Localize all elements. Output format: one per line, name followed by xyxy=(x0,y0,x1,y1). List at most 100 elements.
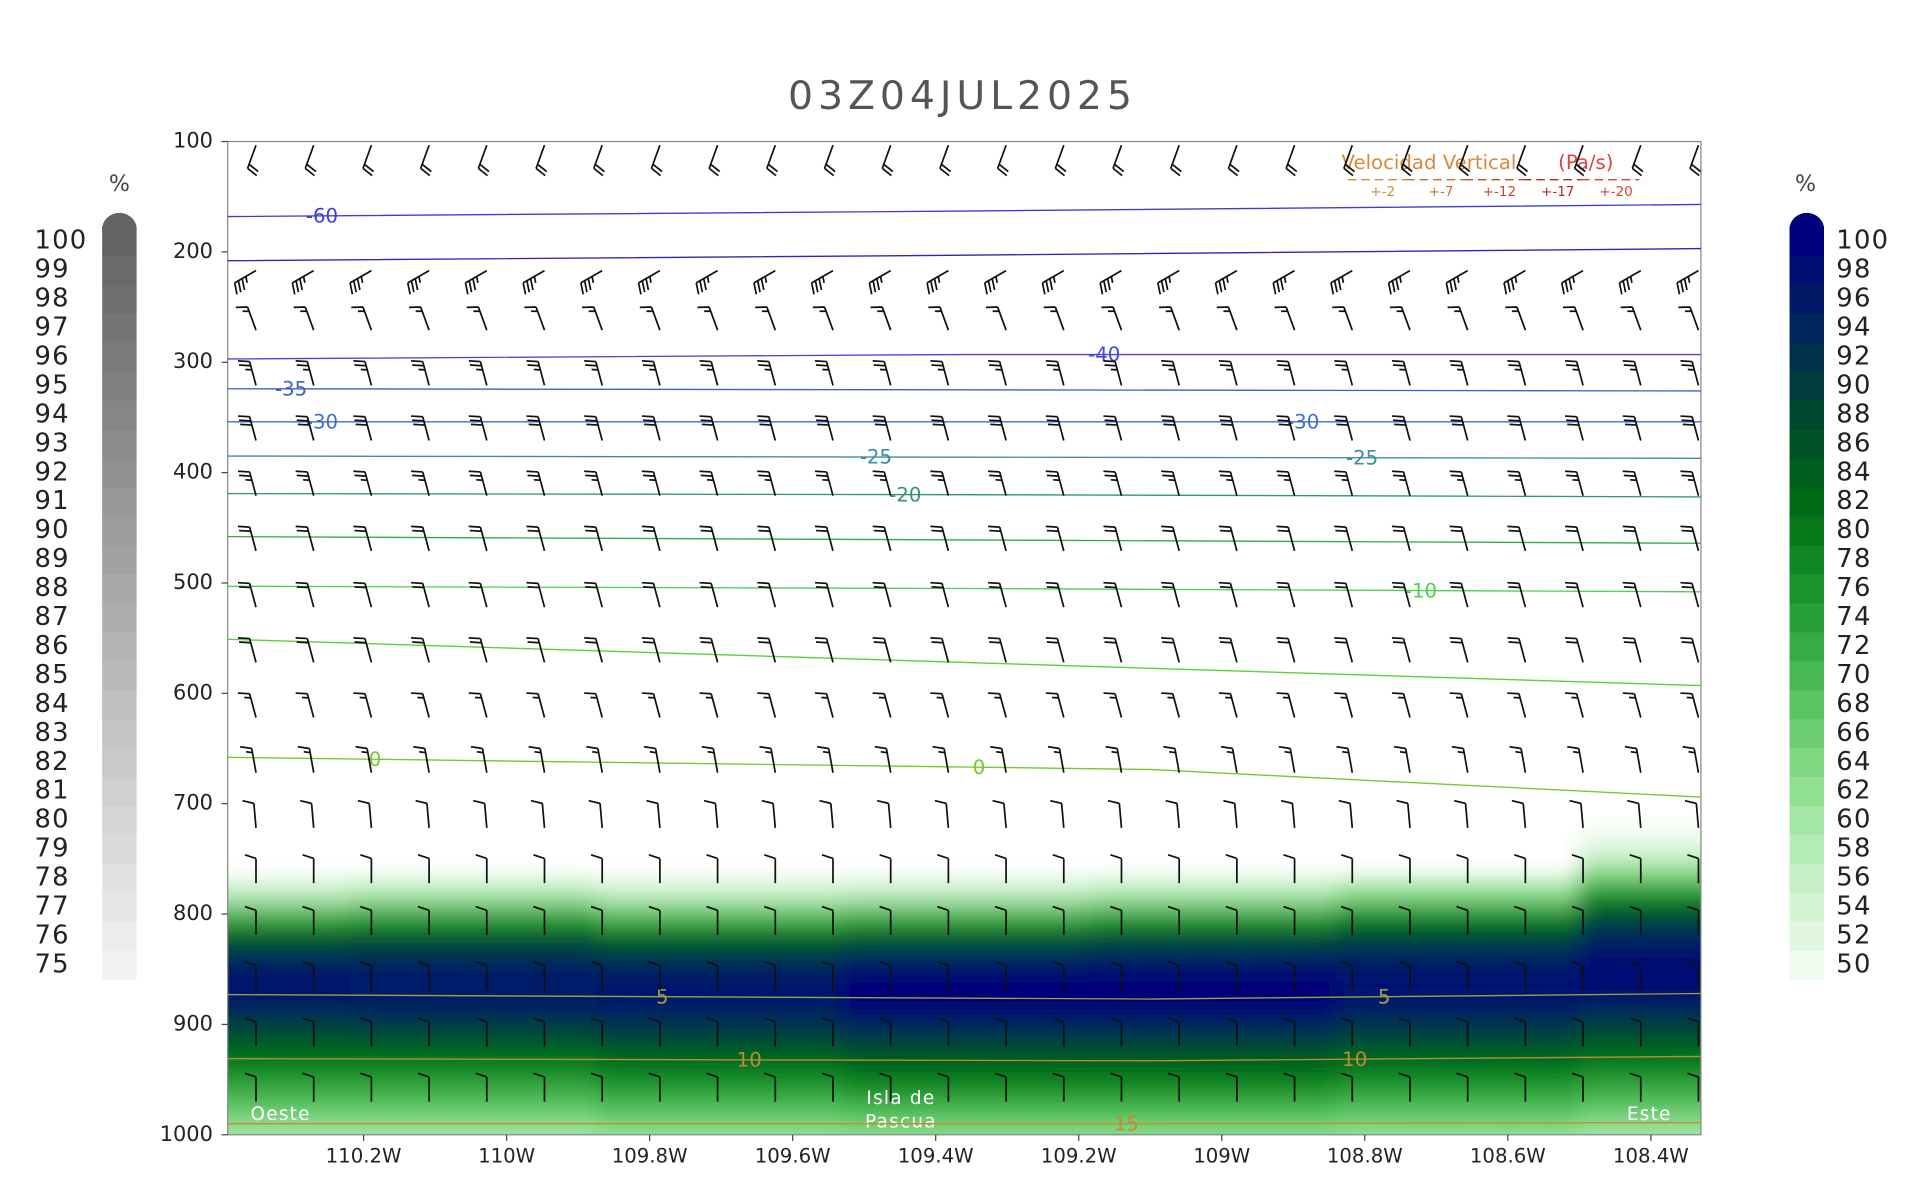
wind-barb xyxy=(1052,1072,1065,1102)
humidity-cell xyxy=(1579,1123,1701,1135)
wind-barb xyxy=(1387,269,1411,295)
wind-barb xyxy=(699,415,719,441)
humidity-cell xyxy=(596,969,844,992)
y-tick-label: 300 xyxy=(173,349,213,373)
wind-barb xyxy=(641,581,661,608)
wind-barb xyxy=(1449,637,1469,663)
colorbar-label: 90 xyxy=(1836,370,1871,400)
wind-barb xyxy=(706,960,719,991)
wind-barb xyxy=(1456,905,1469,935)
wind-barb xyxy=(1456,853,1469,884)
wind-barb xyxy=(641,360,661,386)
colorbar-label: 82 xyxy=(34,747,69,777)
wind-barb xyxy=(1571,1072,1584,1102)
wind-barb xyxy=(1507,581,1527,608)
wind-barb xyxy=(1216,306,1238,331)
wind-barb xyxy=(244,1017,257,1047)
humidity-cell xyxy=(1579,969,1701,992)
wind-barb xyxy=(1052,853,1065,884)
wind-barb xyxy=(590,853,604,884)
wind-barb xyxy=(1276,692,1296,718)
wind-barb xyxy=(235,306,257,331)
wind-barb xyxy=(1507,637,1527,663)
wind-barb xyxy=(988,581,1007,608)
wind-barb xyxy=(763,1072,777,1102)
wind-barb xyxy=(526,415,546,441)
humidity-cell xyxy=(1336,1101,1580,1125)
wind-barb xyxy=(413,745,430,773)
wind-barb xyxy=(1334,525,1354,552)
colorbar-segment xyxy=(102,429,137,459)
wind-barb xyxy=(1389,306,1411,331)
humidity-cell xyxy=(596,925,844,948)
wind-barb xyxy=(360,960,373,991)
annotation: Pascua xyxy=(865,1111,937,1132)
wind-barb xyxy=(1274,306,1296,331)
colorbar-label: 90 xyxy=(34,515,69,545)
wind-barb xyxy=(302,853,315,884)
wind-barb xyxy=(1687,1072,1700,1102)
wind-barb xyxy=(1680,415,1700,441)
wind-barb xyxy=(417,905,430,935)
wind-barb xyxy=(757,360,777,386)
wind-barb xyxy=(879,853,892,884)
humidity-cell xyxy=(227,1079,350,1103)
colorbar-label: 78 xyxy=(34,863,69,893)
wind-barb xyxy=(821,853,834,884)
wind-barb xyxy=(763,960,777,991)
colorbar-segment xyxy=(102,573,137,604)
wind-barb xyxy=(1332,306,1354,331)
wind-barb xyxy=(293,306,315,331)
wind-barb xyxy=(1218,637,1238,663)
wind-barb xyxy=(590,960,604,991)
wind-barb xyxy=(584,692,604,718)
humidity-cell xyxy=(1089,1035,1337,1059)
humidity-cell xyxy=(1579,991,1701,1014)
humidity-cell xyxy=(349,969,597,992)
wind-barb xyxy=(1101,306,1123,331)
wind-barb xyxy=(349,269,372,295)
wind-barb xyxy=(417,1072,430,1102)
y-tick-label: 800 xyxy=(173,901,213,925)
wind-barb xyxy=(246,144,259,177)
wind-barb xyxy=(295,470,315,496)
x-tick-label: 109.8W xyxy=(612,1144,688,1167)
wind-barb xyxy=(821,1017,834,1047)
wind-barb xyxy=(470,745,488,773)
humidity-cell xyxy=(1336,947,1580,970)
colorbar-label: 98 xyxy=(34,284,69,314)
wind-barb xyxy=(1629,1072,1642,1102)
wind-barb xyxy=(706,1017,719,1047)
wind-barb xyxy=(994,1017,1007,1047)
colorbar-label: 88 xyxy=(1836,399,1871,429)
wind-barb xyxy=(879,960,892,991)
wind-barb xyxy=(295,360,315,386)
x-tick-label: 109.6W xyxy=(755,1144,831,1167)
contour-line xyxy=(227,585,1701,593)
wind-barb xyxy=(1334,415,1354,441)
chart-title: 03Z04JUL2025 xyxy=(788,73,1137,119)
humidity-cell xyxy=(842,1079,1091,1103)
wind-barb xyxy=(362,144,375,177)
wind-barb xyxy=(584,470,604,496)
wind-barb xyxy=(475,905,488,935)
wind-barb xyxy=(353,470,373,496)
wind-barb xyxy=(1045,415,1065,441)
contours xyxy=(227,203,1701,1125)
wind-barb xyxy=(761,799,777,828)
wind-barb xyxy=(1449,692,1469,718)
wind-barb xyxy=(988,415,1007,441)
wind-barb xyxy=(417,1017,430,1047)
humidity-cells xyxy=(227,833,1701,1135)
humidity-cell xyxy=(349,1013,597,1037)
contour-label: -30 xyxy=(1287,411,1319,434)
wind-barb xyxy=(526,581,546,608)
colorbar-label: 54 xyxy=(1836,892,1871,922)
wind-barb xyxy=(706,853,719,884)
contour-label: -25 xyxy=(860,446,892,469)
wind-barb xyxy=(411,637,430,663)
wind-barb xyxy=(757,415,777,441)
wind-barb xyxy=(295,415,315,441)
humidity-cell xyxy=(596,833,843,859)
